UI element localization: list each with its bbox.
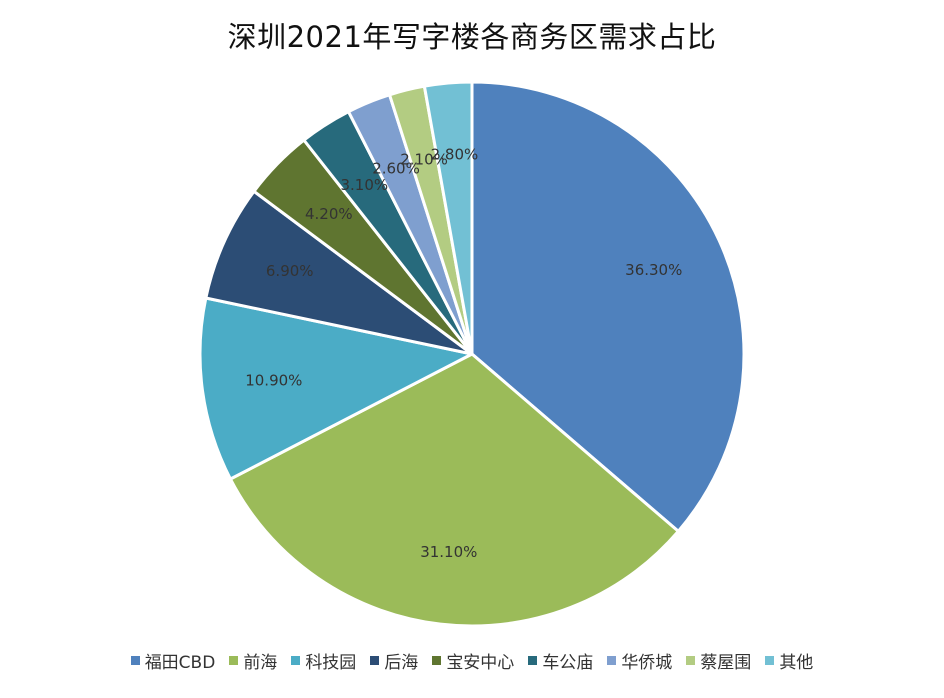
pie-slice-3 xyxy=(204,189,474,356)
pie-chart: 36.30%31.10%10.90%6.90%4.20%3.10%2.60%2.… xyxy=(198,80,746,628)
slice-label-4: 4.20% xyxy=(305,205,353,223)
legend-swatch-3 xyxy=(370,656,380,665)
legend-label-5: 车公庙 xyxy=(542,653,594,673)
legend-item-6: 华侨城 xyxy=(607,648,672,673)
slice-label-5: 3.10% xyxy=(340,176,388,194)
legend-item-8: 其他 xyxy=(765,648,813,673)
legend-label-1: 前海 xyxy=(243,653,278,673)
legend-item-2: 科技园 xyxy=(291,648,356,673)
legend-item-5: 车公庙 xyxy=(528,648,593,673)
slice-label-1: 31.10% xyxy=(420,543,477,561)
legend-swatch-4 xyxy=(432,656,442,665)
slice-label-7: 2.10% xyxy=(400,150,448,168)
legend-swatch-8 xyxy=(765,656,775,665)
legend-label-3: 后海 xyxy=(384,653,419,673)
legend-swatch-0 xyxy=(130,656,140,665)
slice-label-0: 36.30% xyxy=(625,261,682,279)
legend-swatch-7 xyxy=(686,656,696,665)
pie-slice-0 xyxy=(470,80,746,533)
legend-swatch-5 xyxy=(528,656,538,665)
legend-swatch-2 xyxy=(291,656,301,665)
legend-label-2: 科技园 xyxy=(305,653,357,673)
legend-label-8: 其他 xyxy=(779,653,814,673)
pie-slice-8 xyxy=(422,80,474,356)
legend-label-0: 福田CBD xyxy=(144,653,216,673)
legend-item-7: 蔡屋围 xyxy=(686,648,751,673)
legend-item-0: 福田CBD xyxy=(130,648,216,673)
legend-item-4: 宝安中心 xyxy=(432,648,514,673)
slice-label-2: 10.90% xyxy=(245,371,302,389)
slice-label-6: 2.60% xyxy=(372,159,420,177)
legend-item-1: 前海 xyxy=(229,648,277,673)
legend-swatch-1 xyxy=(229,656,239,665)
chart-legend: 福田CBD 前海 科技园 后海 宝安中心 车公庙 华侨城 蔡屋围 其他 xyxy=(0,648,944,673)
legend-item-3: 后海 xyxy=(370,648,418,673)
legend-label-6: 华侨城 xyxy=(621,653,673,673)
pie-slice-2 xyxy=(198,296,474,481)
legend-label-7: 蔡屋围 xyxy=(700,653,752,673)
chart-title: 深圳2021年写字楼各商务区需求占比 xyxy=(227,20,717,54)
slice-label-8: 2.80% xyxy=(431,145,479,163)
legend-label-4: 宝安中心 xyxy=(446,653,515,673)
legend-swatch-6 xyxy=(607,656,617,665)
slice-label-3: 6.90% xyxy=(266,262,314,280)
